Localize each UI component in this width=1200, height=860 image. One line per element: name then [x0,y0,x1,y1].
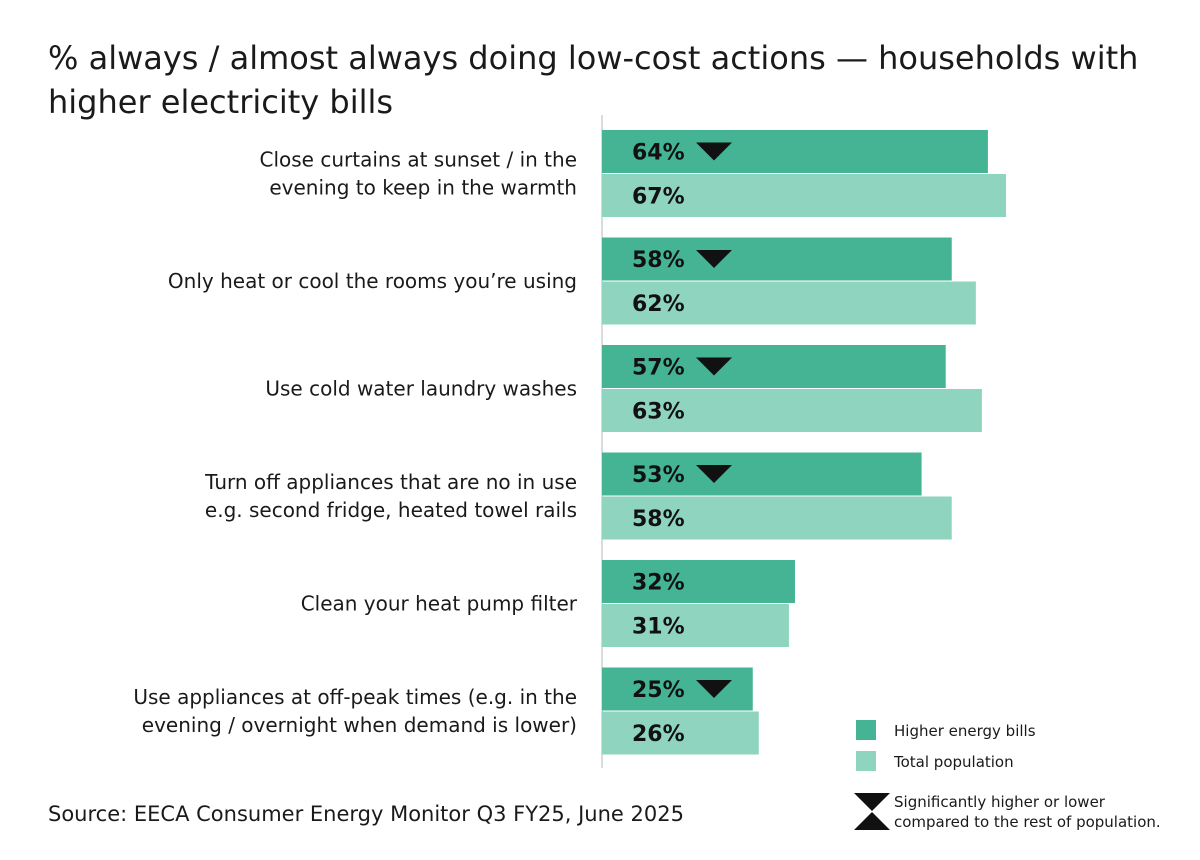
value-label-higher-energy-bills: 64% [632,141,685,166]
bar-higher-energy-bills [602,667,753,711]
significance-lower-icon [696,250,732,268]
value-label-higher-energy-bills: 53% [632,463,685,488]
value-label-higher-energy-bills: 32% [632,571,685,596]
bar-higher-energy-bills [602,452,922,496]
significance-lower-icon [696,357,732,376]
value-label-higher-energy-bills: 57% [632,356,685,381]
bar-total-population [602,389,982,432]
significance-lower-icon [696,142,732,161]
value-label-total-population: 58% [632,507,685,532]
legend-swatch [856,751,876,771]
bar-total-population [602,604,789,647]
significance-note: compared to the rest of population. [894,813,1161,831]
legend-label: Total population [893,753,1014,771]
category-label: Clean your heat pump filter [301,592,578,616]
significance-lower-icon [696,465,732,483]
significance-higher-icon [854,812,890,830]
value-label-total-population: 62% [632,292,685,317]
bar-higher-energy-bills [602,237,952,281]
category-label: Use appliances at off-peak times (e.g. i… [133,685,577,709]
category-label: Close curtains at sunset / in the [260,148,578,172]
value-label-higher-energy-bills: 58% [632,248,685,273]
bar-higher-energy-bills [602,560,795,603]
value-label-total-population: 67% [632,185,685,210]
bar-total-population [602,174,1007,217]
category-label: Turn off appliances that are no in use [204,470,577,494]
significance-lower-icon [696,680,732,698]
category-label: evening to keep in the warmth [269,176,577,200]
value-label-higher-energy-bills: 25% [632,678,685,703]
category-label: Only heat or cool the rooms you’re using [168,269,577,293]
bar-total-population [602,496,952,540]
legend-swatch [856,720,876,740]
significance-note: Significantly higher or lower [894,793,1106,811]
source-note: Source: EECA Consumer Energy Monitor Q3 … [48,802,684,826]
category-label: Use cold water laundry washes [265,377,577,401]
significance-lower-icon [854,793,890,811]
bar-total-population [602,281,976,325]
bar-higher-energy-bills [602,130,988,173]
legend-label: Higher energy bills [894,722,1036,740]
bar-total-population [602,711,759,755]
value-label-total-population: 26% [632,722,685,747]
value-label-total-population: 63% [632,400,685,425]
bar-higher-energy-bills [602,345,946,388]
chart-title: % always / almost always doing low-cost … [48,39,1139,121]
value-label-total-population: 31% [632,615,685,640]
category-label: e.g. second fridge, heated towel rails [205,498,577,522]
category-label: evening / overnight when demand is lower… [142,713,577,737]
